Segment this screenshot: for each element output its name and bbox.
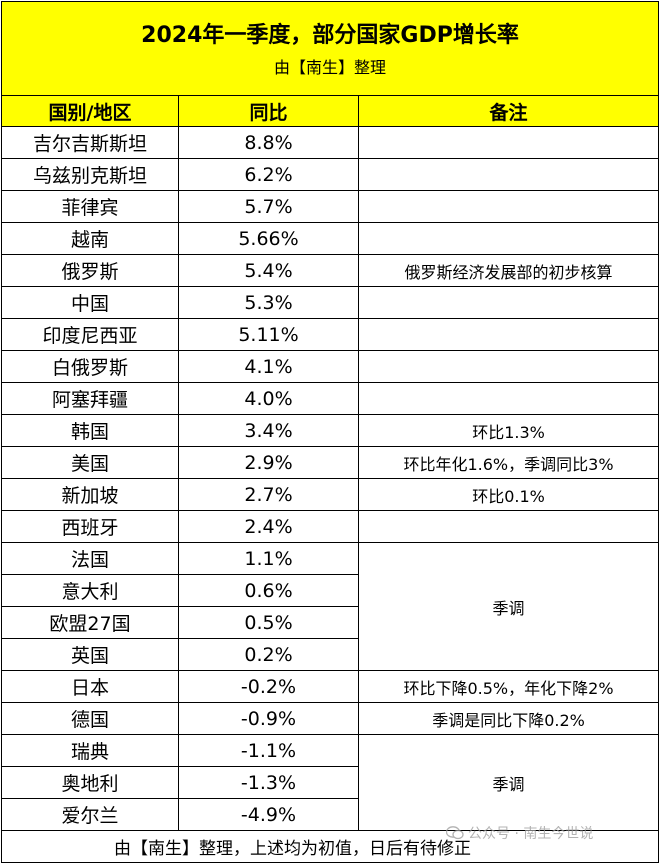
yoy-cell: 2.7% [178,478,359,511]
table-row: 德国 -0.9% 季调是同比下降0.2% [1,702,659,735]
yoy-cell: 0.2% [178,638,359,671]
note-cell-japan: 环比下降0.5%，年化下降2% [357,670,659,703]
yoy-cell: -4.9% [178,798,359,831]
note-cell [357,318,659,351]
yoy-cell: 3.4% [178,414,359,447]
country-cell: 瑞典 [1,734,179,767]
note-cell-singapore: 环比0.1% [357,478,659,511]
note-cell [357,190,659,223]
watermark-text: 公众号 · 南生今世说 [468,826,594,842]
table-row: 印度尼西亚 5.11% [1,318,659,351]
note-cell-europe-group: 季调 [357,542,659,671]
country-cell: 法国 [1,542,179,575]
country-cell: 英国 [1,638,179,671]
table-row: 韩国 3.4% 环比1.3% [1,414,659,447]
header-note: 备注 [357,95,659,127]
table-row: 吉尔吉斯斯坦 8.8% [1,126,659,159]
note-cell-germany: 季调是同比下降0.2% [357,702,659,735]
table-row: 西班牙 2.4% [1,510,659,543]
country-cell: 越南 [1,222,179,255]
country-cell: 俄罗斯 [1,254,179,287]
yoy-cell: -0.9% [178,702,359,735]
note-cell [357,510,659,543]
yoy-cell: 5.4% [178,254,359,287]
note-cell-korea: 环比1.3% [357,414,659,447]
yoy-cell: 8.8% [178,126,359,159]
yoy-cell: 5.3% [178,286,359,319]
country-cell: 吉尔吉斯斯坦 [1,126,179,159]
yoy-cell: 1.1% [178,542,359,575]
table-row: 越南 5.66% [1,222,659,255]
country-cell: 西班牙 [1,510,179,543]
country-cell: 阿塞拜疆 [1,382,179,415]
note-cell-usa: 环比年化1.6%，季调同比3% [357,446,659,479]
yoy-cell: 5.66% [178,222,359,255]
note-cell-nordic-group: 季调 [357,734,659,831]
table-row: 日本 -0.2% 环比下降0.5%，年化下降2% [1,670,659,703]
yoy-cell: 5.7% [178,190,359,223]
note-cell [357,286,659,319]
table-row: 爱尔兰 -4.9% [1,798,659,831]
yoy-cell: 0.6% [178,574,359,607]
country-cell: 菲律宾 [1,190,179,223]
country-cell: 乌兹别克斯坦 [1,158,179,191]
yoy-cell: 4.0% [178,382,359,415]
note-cell-russia: 俄罗斯经济发展部的初步核算 [357,254,659,287]
country-cell: 奥地利 [1,766,179,799]
table-row: 俄罗斯 5.4% 俄罗斯经济发展部的初步核算 [1,254,659,287]
note-cell [357,222,659,255]
yoy-cell: -1.3% [178,766,359,799]
footer-note: 由【南生】整理，上述均为初值，日后有待修正 [0,830,659,863]
table-row: 中国 5.3% [1,286,659,319]
note-cell [357,158,659,191]
country-cell: 爱尔兰 [1,798,179,831]
table-row: 法国 1.1% 季调 [1,542,659,671]
yoy-cell: 2.9% [178,446,359,479]
note-cell [357,382,659,415]
table-row: 英国 0.2% [1,638,659,671]
country-cell: 韩国 [1,414,179,447]
table-row: 欧盟27国 0.5% [1,606,659,639]
table-row: 瑞典 -1.1% 季调 [1,734,659,831]
country-cell: 日本 [1,670,179,703]
note-cell [357,126,659,159]
country-cell: 德国 [1,702,179,735]
table-row: 奥地利 -1.3% [1,766,659,799]
yoy-cell: 5.11% [178,318,359,351]
header-country: 国别/地区 [1,95,179,127]
table-row: 白俄罗斯 4.1% [1,350,659,383]
table-row: 阿塞拜疆 4.0% [1,382,659,415]
yoy-cell: -0.2% [178,670,359,703]
table-row: 乌兹别克斯坦 6.2% [1,158,659,191]
yoy-cell: 0.5% [178,606,359,639]
country-cell: 印度尼西亚 [1,318,179,351]
yoy-cell: -1.1% [178,734,359,767]
page-title: 2024年一季度，部分国家GDP增长率 [141,22,519,48]
country-cell: 美国 [1,446,179,479]
watermark: 公众号 · 南生今世说 [445,823,594,843]
country-cell: 中国 [1,286,179,319]
country-cell: 白俄罗斯 [1,350,179,383]
title-cell: 2024年一季度，部分国家GDP增长率 由【南生】整理 [0,1,659,96]
country-cell: 新加坡 [1,478,179,511]
table-row: 意大利 0.6% [1,574,659,607]
header-yoy: 同比 [178,95,359,127]
yoy-cell: 2.4% [178,510,359,543]
page-subtitle: 由【南生】整理 [274,57,387,77]
table-row: 菲律宾 5.7% [1,190,659,223]
country-cell: 意大利 [1,574,179,607]
yoy-cell: 6.2% [178,158,359,191]
table-row: 美国 2.9% 环比年化1.6%，季调同比3% [1,446,659,479]
country-cell: 欧盟27国 [1,606,179,639]
note-cell [357,350,659,383]
table-row: 新加坡 2.7% 环比0.1% [1,478,659,511]
wechat-icon [445,826,464,840]
yoy-cell: 4.1% [178,350,359,383]
